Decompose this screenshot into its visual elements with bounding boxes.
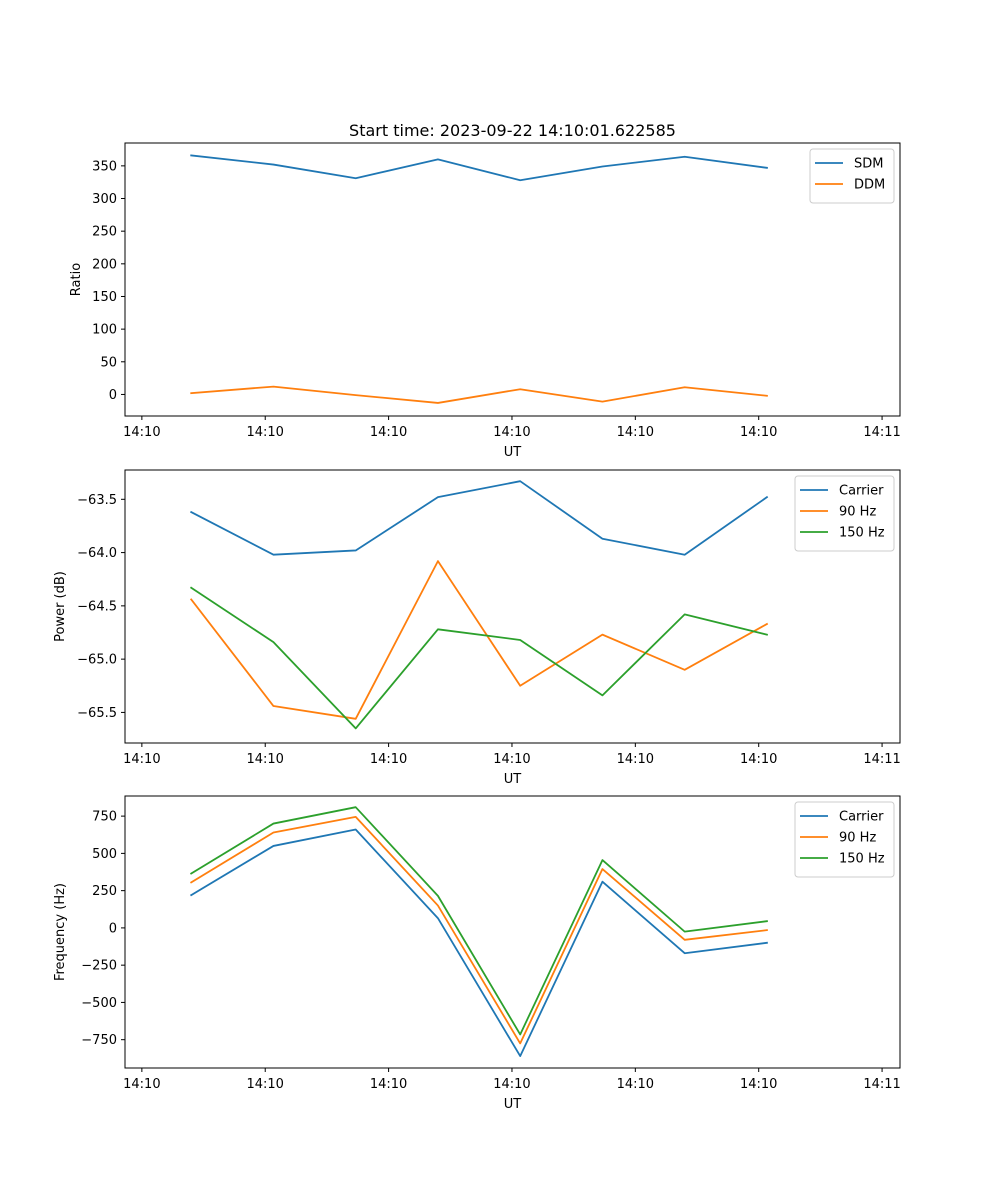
x-tick-label: 14:10 [123, 752, 160, 767]
x-tick-label: 14:10 [493, 1077, 530, 1092]
axes-frame [124, 142, 901, 417]
series-line-carrier [189, 828, 768, 1057]
legend-label: 150 Hz [839, 526, 885, 541]
y-tick-label: −65.5 [77, 706, 117, 721]
y-tick-label: 500 [92, 847, 117, 862]
y-tick-label: 150 [92, 290, 117, 305]
x-tick-label: 14:10 [246, 425, 283, 440]
y-tick-label: −65.0 [77, 653, 117, 668]
y-tick-label: 750 [92, 810, 117, 825]
axes-frame [124, 469, 901, 744]
axes-frame [124, 795, 901, 1069]
y-axis-label: Frequency (Hz) [53, 883, 68, 981]
x-tick-label: 14:10 [123, 425, 160, 440]
y-tick-label: 50 [100, 355, 117, 370]
x-tick-label: 14:11 [863, 1077, 900, 1092]
series-line-90-hz [189, 560, 769, 720]
x-tick-label: 14:10 [370, 425, 407, 440]
series-line-150-hz [189, 806, 768, 1036]
x-tick-label: 14:10 [370, 752, 407, 767]
legend-label: DDM [854, 178, 885, 193]
x-tick-label: 14:10 [617, 425, 654, 440]
x-tick-label: 14:11 [863, 752, 900, 767]
y-tick-label: 250 [92, 884, 117, 899]
x-axis-label: UT [504, 772, 522, 787]
y-tick-label: −64.0 [77, 546, 117, 561]
legend-label: 150 Hz [839, 852, 885, 867]
legend: Carrier 90 Hz 150 Hz [794, 475, 895, 552]
x-tick-label: 14:10 [617, 1077, 654, 1092]
subplot-1: 14:10 14:10 14:10 14:10 14:10 14:10 14:11 0 50 10… [69, 121, 901, 460]
subplot-3: 14:10 14:10 14:10 14:10 14:10 14:10 14:11 −750 −… [53, 795, 901, 1112]
x-tick-label: 14:10 [246, 752, 283, 767]
x-axis-label: UT [504, 1097, 522, 1112]
y-tick-label: −750 [81, 1033, 117, 1048]
y-tick-label: −250 [81, 959, 117, 974]
x-tick-label: 14:10 [493, 425, 530, 440]
legend: SDM DDM [809, 148, 895, 204]
legend: Carrier 90 Hz 150 Hz [794, 801, 895, 878]
series-line-ddm [190, 385, 768, 404]
y-axis-label: Ratio [69, 263, 84, 296]
y-tick-label: 300 [92, 192, 117, 207]
y-tick-label: −500 [81, 996, 117, 1011]
series-line-90-hz [189, 815, 768, 1045]
y-tick-label: 100 [92, 323, 117, 338]
y-tick-label: −63.5 [77, 493, 117, 508]
legend-label: Carrier [839, 484, 884, 499]
y-tick-label: 0 [109, 921, 117, 936]
x-tick-label: 14:10 [617, 752, 654, 767]
x-tick-label: 14:10 [740, 752, 777, 767]
x-tick-label: 14:10 [246, 1077, 283, 1092]
subplot-2: 14:10 14:10 14:10 14:10 14:10 14:10 14:11 −65.5… [53, 469, 901, 787]
x-tick-label: 14:10 [123, 1077, 160, 1092]
legend-label: Carrier [839, 810, 884, 825]
y-tick-label: 0 [109, 388, 117, 403]
y-tick-label: 250 [92, 225, 117, 240]
series-line-carrier [189, 480, 769, 556]
series-line-150-hz [189, 586, 769, 730]
x-axis-label: UT [504, 445, 522, 460]
y-tick-label: −64.5 [77, 599, 117, 614]
series-line-sdm [190, 154, 768, 182]
y-tick-label: 350 [92, 159, 117, 174]
x-tick-label: 14:10 [740, 425, 777, 440]
x-tick-label: 14:10 [740, 1077, 777, 1092]
legend-label: 90 Hz [839, 831, 876, 846]
x-tick-label: 14:11 [863, 425, 900, 440]
x-tick-label: 14:10 [493, 752, 530, 767]
y-axis-label: Power (dB) [53, 571, 68, 642]
chart-title: Start time: 2023-09-22 14:10:01.622585 [349, 121, 676, 140]
y-tick-label: 200 [92, 257, 117, 272]
legend-label: SDM [854, 157, 883, 172]
legend-label: 90 Hz [839, 505, 876, 520]
x-tick-label: 14:10 [370, 1077, 407, 1092]
